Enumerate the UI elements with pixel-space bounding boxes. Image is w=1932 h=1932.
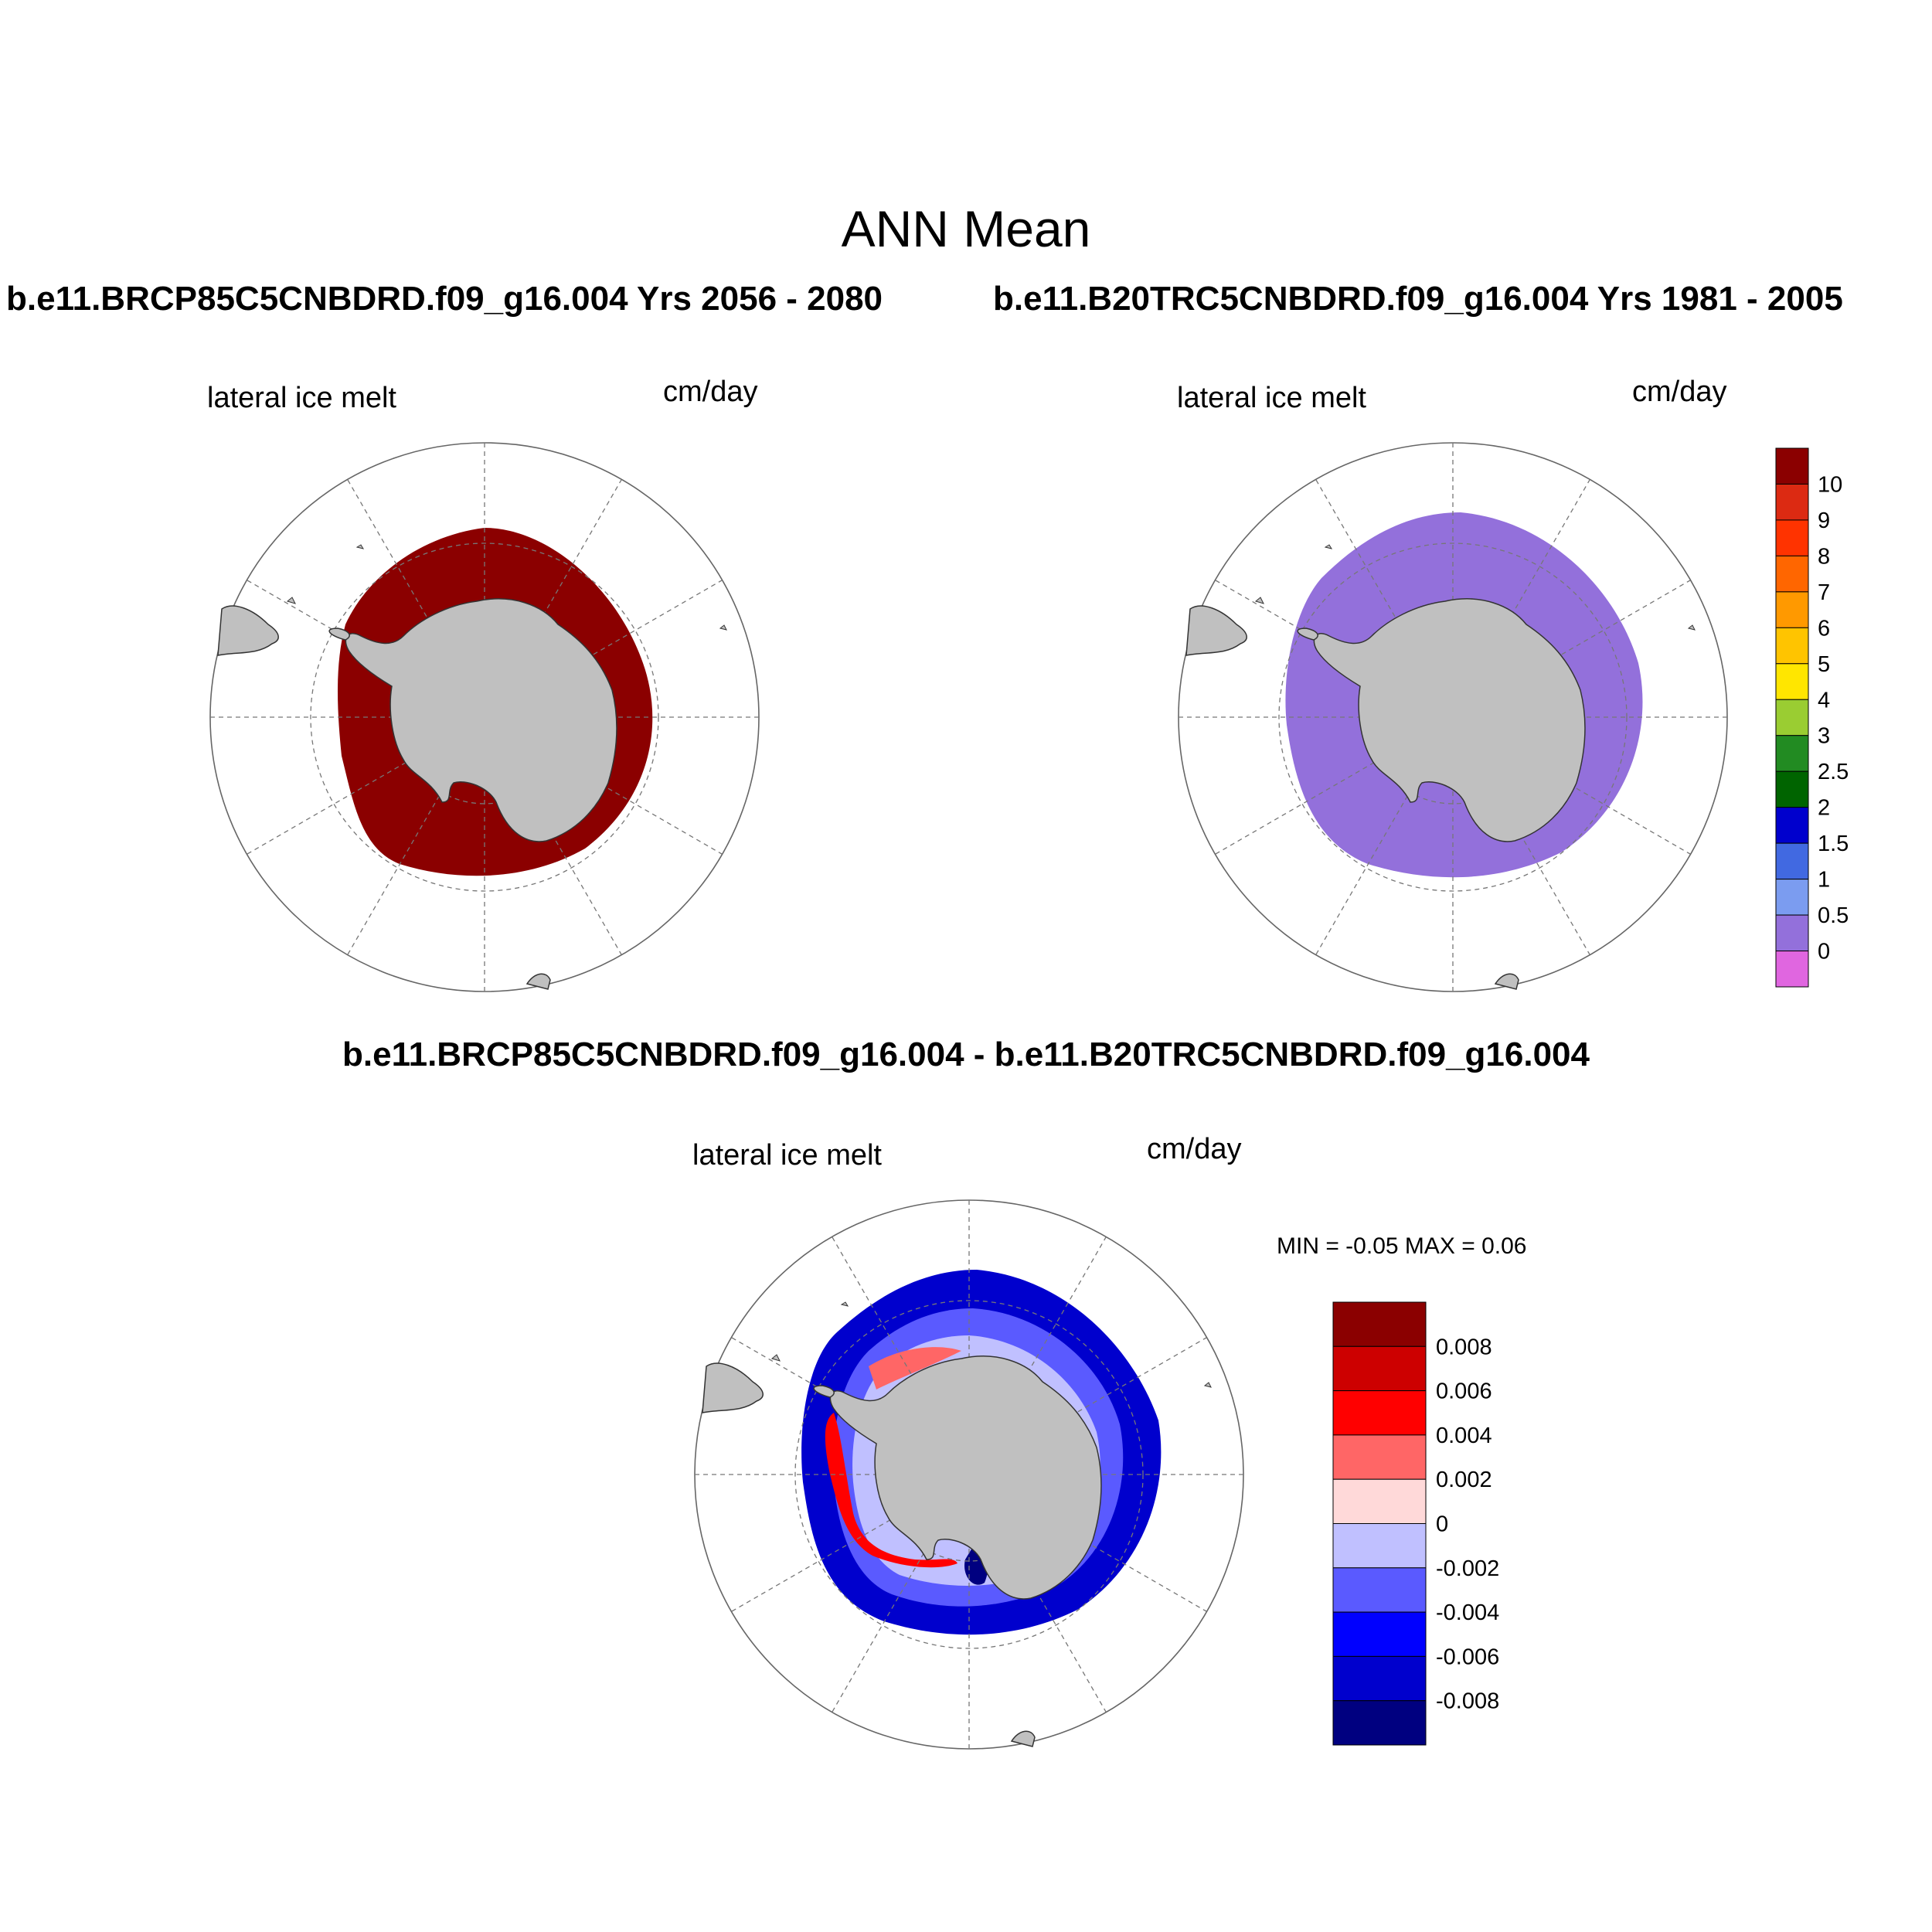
colorbar-diff-box <box>1332 1700 1427 1746</box>
colorbar-main-label: 0.5 <box>1818 903 1849 928</box>
colorbar-main-label: 6 <box>1818 616 1830 641</box>
colorbar-diff-label: 0.002 <box>1436 1468 1492 1492</box>
case-title-left: b.e11.BRCP85C5CNBDRD.f09_g16.004 Yrs 205… <box>6 280 883 318</box>
diff-field-positive-west <box>825 1413 957 1568</box>
colorbar-main-box <box>1775 663 1809 700</box>
colorbar-diff-box <box>1332 1390 1427 1436</box>
colorbar-diff-label: -0.002 <box>1436 1556 1499 1581</box>
units-label-left: cm/day <box>663 376 758 408</box>
colorbar-diff-box <box>1332 1478 1427 1524</box>
colorbar-main-box <box>1775 879 1809 916</box>
colorbar-main-box <box>1775 555 1809 593</box>
colorbar-diff-box <box>1332 1567 1427 1613</box>
colorbar-main-box <box>1775 842 1809 880</box>
colorbar-main-box <box>1775 699 1809 736</box>
colorbar-main-label: 1 <box>1818 868 1830 893</box>
colorbar-diff-label: 0.004 <box>1436 1423 1492 1448</box>
map-bottom-diff <box>694 1199 1244 1750</box>
map-top-right <box>1178 442 1728 992</box>
colorbar-diff-label: 0.006 <box>1436 1379 1492 1404</box>
variable-label-right: lateral ice melt <box>1177 382 1366 414</box>
colorbar-main-box <box>1775 735 1809 772</box>
colorbar-main-label: 7 <box>1818 580 1830 605</box>
colorbar-main-label: 10 <box>1818 472 1842 497</box>
colorbar-main-label: 4 <box>1818 688 1830 713</box>
colorbar-diff-box <box>1332 1523 1427 1569</box>
page-title: ANN Mean <box>841 200 1091 257</box>
colorbar-main-label: 8 <box>1818 544 1830 569</box>
colorbar-diff-label: -0.008 <box>1436 1689 1499 1714</box>
colorbar-diff: 0.008 0.006 0.004 0.002 0 -0.002 -0.004 -0.006 -… <box>1332 1301 1499 1746</box>
colorbar-diff-box <box>1332 1611 1427 1657</box>
min-max-label: MIN = -0.05 MAX = 0.06 <box>1277 1233 1527 1259</box>
colorbar-main-box <box>1775 591 1809 628</box>
units-label-bottom: cm/day <box>1147 1133 1242 1165</box>
colorbar-main-label: 2 <box>1818 796 1830 821</box>
colorbar-diff-box <box>1332 1301 1427 1347</box>
colorbar-main-label: 9 <box>1818 509 1830 533</box>
colorbar-diff-box <box>1332 1345 1427 1392</box>
case-title-right: b.e11.B20TRC5CNBDRD.f09_g16.004 Yrs 1981… <box>993 280 1843 318</box>
colorbar-main-label: 1.5 <box>1818 832 1849 856</box>
colorbar-diff-box <box>1332 1434 1427 1480</box>
colorbar-main-label: 2.5 <box>1818 760 1849 784</box>
colorbar-main-label: 3 <box>1818 724 1830 749</box>
colorbar-diff-box <box>1332 1655 1427 1702</box>
colorbar-diff-label: 0.008 <box>1436 1335 1492 1359</box>
colorbar-main-box <box>1775 447 1809 485</box>
colorbar-main-box <box>1775 483 1809 521</box>
colorbar-main-label: 0 <box>1818 940 1830 964</box>
map-top-left <box>209 442 760 992</box>
colorbar-main-box <box>1775 770 1809 808</box>
colorbar-main-box <box>1775 519 1809 556</box>
colorbar-main-box <box>1775 951 1809 988</box>
colorbar-diff-label: 0 <box>1436 1512 1448 1537</box>
colorbar-main-label: 5 <box>1818 652 1830 677</box>
colorbar-diff-label: -0.004 <box>1436 1600 1499 1625</box>
variable-label-bottom: lateral ice melt <box>692 1139 882 1172</box>
colorbar-diff-label: -0.006 <box>1436 1645 1499 1669</box>
diff-case-title: b.e11.BRCP85C5CNBDRD.f09_g16.004 - b.e11… <box>342 1036 1590 1073</box>
colorbar-main: 10 9 8 7 6 5 4 3 2.5 2 1.5 1 0.5 0 <box>1775 447 1849 988</box>
variable-label-left: lateral ice melt <box>207 382 396 414</box>
diff-field-positive-north <box>869 1347 961 1389</box>
units-label-right: cm/day <box>1632 376 1727 408</box>
colorbar-main-box <box>1775 807 1809 844</box>
colorbar-main-box <box>1775 914 1809 952</box>
colorbar-main-box <box>1775 627 1809 665</box>
